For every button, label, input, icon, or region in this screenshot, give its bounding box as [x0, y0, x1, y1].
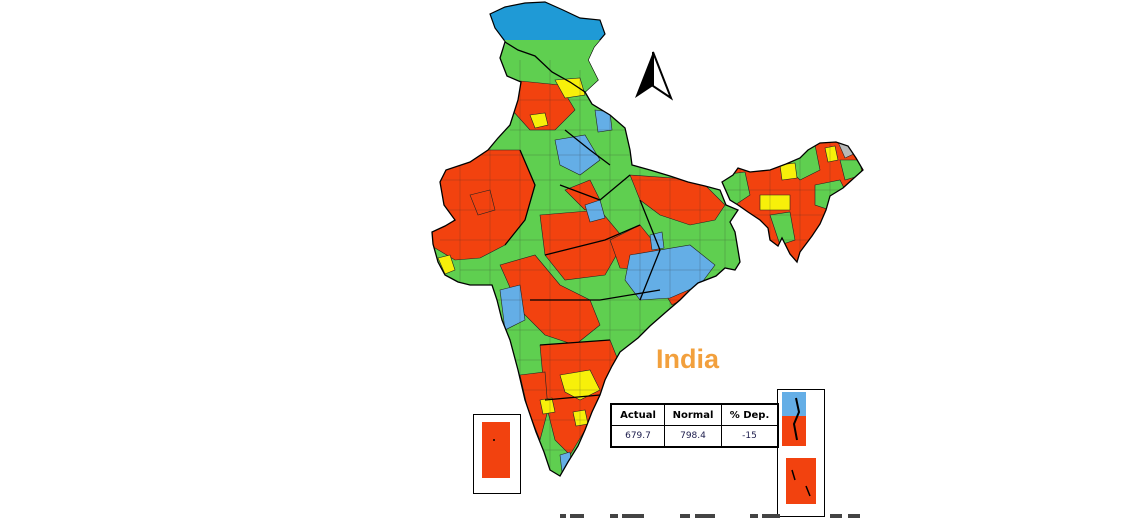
header-actual: Actual [610, 403, 665, 426]
value-normal: 798.4 [664, 425, 722, 448]
cropped-caption [560, 514, 860, 518]
value-actual: 679.7 [610, 425, 665, 448]
lakshadweep-region [482, 422, 510, 478]
country-label: India [656, 344, 720, 374]
header-departure: % Dep. [721, 403, 779, 426]
india-mainland-outline [431, 41, 741, 477]
north-east-outline [721, 141, 864, 264]
andaman-north-region [782, 392, 806, 420]
value-departure: -15 [721, 425, 779, 448]
rainfall-stats-table: Actual Normal % Dep. 679.7 798.4 -15 [610, 403, 779, 448]
nicobar-region [786, 458, 816, 504]
north-arrow-icon [635, 51, 674, 101]
andaman-nicobar-inset-frame [777, 389, 825, 517]
header-normal: Normal [664, 403, 722, 426]
table-row: 679.7 798.4 -15 [610, 425, 779, 448]
andaman-south-region [782, 416, 806, 446]
lakshadweep-inset-frame [473, 414, 521, 494]
